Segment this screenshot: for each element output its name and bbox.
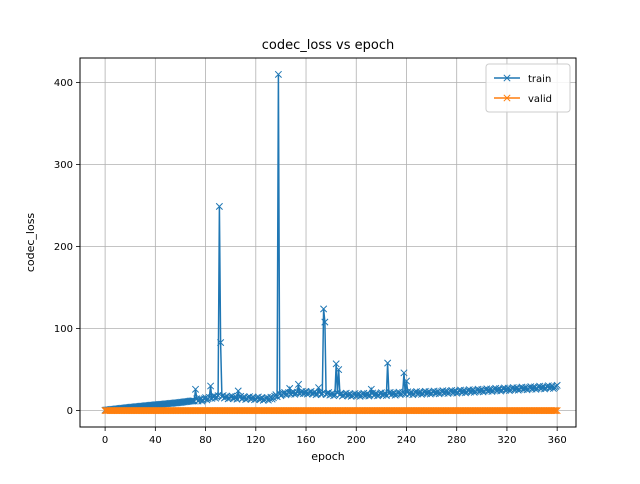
train-point (191, 385, 200, 393)
train-point (332, 360, 340, 368)
x-axis-label: epoch (311, 450, 345, 463)
legend-label-train: train (528, 74, 551, 85)
y-tick-label: 200 (54, 242, 73, 253)
valid-point (552, 407, 560, 415)
train-point (400, 369, 408, 377)
series-valid (101, 407, 561, 415)
legend-item-valid: valid (494, 94, 552, 105)
train-point (217, 338, 225, 347)
x-tick-label: 200 (347, 435, 366, 446)
train-point (384, 359, 392, 367)
train-point (335, 366, 343, 374)
axis-ticks: 0 40 80 120 160 200 240 280 320 360 0 100 200 300 400 (54, 78, 567, 446)
train-point (367, 385, 375, 393)
train-point (553, 381, 561, 389)
train-point (294, 380, 303, 388)
y-tick-label: 400 (54, 78, 73, 89)
x-tick-label: 40 (149, 435, 162, 446)
legend-marker-x-valid (503, 94, 511, 102)
train-point (321, 318, 329, 326)
x-tick-label: 80 (199, 435, 212, 446)
train-point (320, 305, 328, 313)
y-tick-label: 300 (54, 160, 73, 171)
x-tick-label: 0 (102, 435, 108, 446)
x-tick-label: 320 (497, 435, 516, 446)
legend-item-train: train (494, 74, 551, 85)
x-tick-label: 240 (397, 435, 416, 446)
legend-marker-train (503, 74, 511, 82)
x-tick-label: 360 (548, 435, 567, 446)
legend: train valid (485, 63, 571, 113)
valid-point (551, 407, 559, 415)
x-tick-label: 120 (246, 435, 265, 446)
legend-marker-x-train (503, 74, 511, 82)
train-point (315, 384, 323, 392)
y-tick-label: 0 (67, 406, 73, 417)
train-point (207, 382, 215, 390)
legend-box (485, 63, 571, 113)
y-axis-label: codec_loss (24, 213, 37, 273)
legend-marker-valid (503, 94, 511, 102)
plot-area-frame (79, 57, 577, 428)
train-point (215, 202, 223, 210)
chart-title: codec_loss vs epoch (262, 38, 394, 53)
train-point (234, 387, 242, 395)
valid-point (553, 407, 561, 415)
train-point (188, 397, 196, 405)
y-tick-label: 100 (54, 324, 73, 335)
x-tick-label: 160 (296, 435, 315, 446)
train-point (402, 377, 411, 385)
train-point (274, 70, 282, 78)
legend-label-valid: valid (528, 94, 552, 105)
x-tick-label: 280 (447, 435, 466, 446)
